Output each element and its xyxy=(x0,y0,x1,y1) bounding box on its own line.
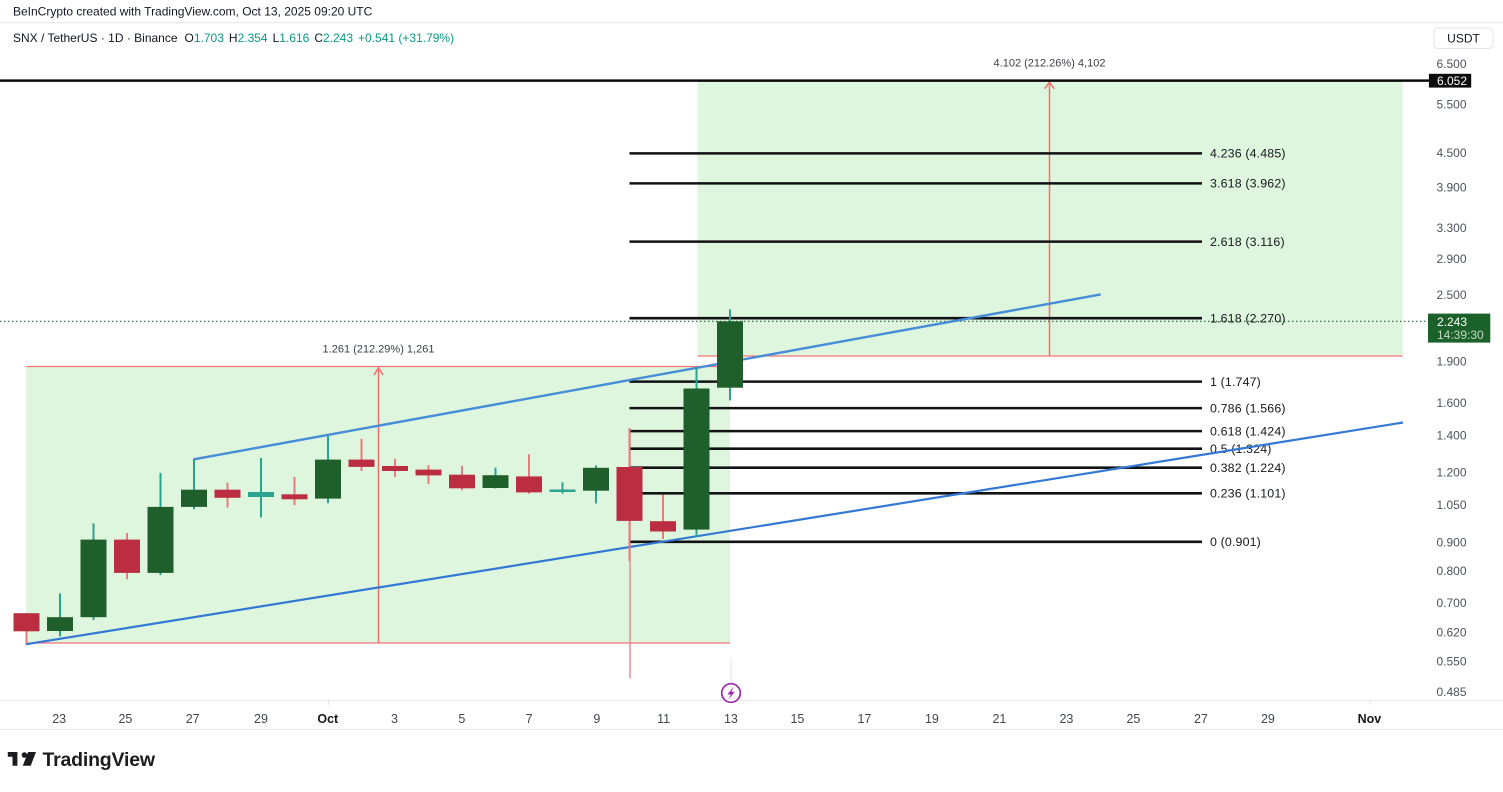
svg-text:0.236 (1.101): 0.236 (1.101) xyxy=(1210,487,1286,501)
svg-text:0.620: 0.620 xyxy=(1437,626,1467,640)
svg-text:2.900: 2.900 xyxy=(1437,252,1467,266)
svg-text:3.618 (3.962): 3.618 (3.962) xyxy=(1210,177,1286,191)
svg-text:0.618 (1.424): 0.618 (1.424) xyxy=(1210,424,1286,438)
svg-text:29: 29 xyxy=(1261,712,1275,726)
svg-text:19: 19 xyxy=(925,712,939,726)
svg-text:0.382 (1.224): 0.382 (1.224) xyxy=(1210,461,1286,475)
svg-text:0 (0.901): 0 (0.901) xyxy=(1210,535,1261,549)
svg-text:0.800: 0.800 xyxy=(1437,564,1467,578)
svg-text:2.500: 2.500 xyxy=(1437,288,1467,302)
svg-text:1.200: 1.200 xyxy=(1437,466,1467,480)
svg-text:27: 27 xyxy=(1194,712,1208,726)
svg-text:0.550: 0.550 xyxy=(1437,655,1467,669)
svg-text:0.700: 0.700 xyxy=(1437,596,1467,610)
svg-text:25: 25 xyxy=(1126,712,1140,726)
svg-text:TradingView: TradingView xyxy=(43,749,156,771)
svg-text:1.900: 1.900 xyxy=(1437,355,1467,369)
svg-text:BeInCrypto created with Tradin: BeInCrypto created with TradingView.com,… xyxy=(13,4,373,18)
svg-text:1.618 (2.270): 1.618 (2.270) xyxy=(1210,312,1286,326)
svg-text:13: 13 xyxy=(724,712,738,726)
svg-text:27: 27 xyxy=(186,712,200,726)
svg-text:6.052: 6.052 xyxy=(1437,74,1467,88)
svg-text:4.236 (4.485): 4.236 (4.485) xyxy=(1210,147,1286,161)
svg-text:23: 23 xyxy=(52,712,66,726)
svg-text:15: 15 xyxy=(790,712,804,726)
svg-text:5: 5 xyxy=(458,712,465,726)
svg-text:Nov: Nov xyxy=(1358,712,1382,726)
svg-text:17: 17 xyxy=(857,712,871,726)
svg-text:4.500: 4.500 xyxy=(1437,146,1467,160)
svg-text:21: 21 xyxy=(992,712,1006,726)
svg-text:7: 7 xyxy=(526,712,533,726)
svg-text:3: 3 xyxy=(391,712,398,726)
svg-text:1.400: 1.400 xyxy=(1437,428,1467,442)
svg-text:14:39:30: 14:39:30 xyxy=(1437,328,1484,342)
svg-text:9: 9 xyxy=(593,712,600,726)
svg-text:1 (1.747): 1 (1.747) xyxy=(1210,375,1261,389)
svg-text:USDT: USDT xyxy=(1447,32,1480,46)
svg-text:11: 11 xyxy=(657,712,670,726)
svg-text:0.900: 0.900 xyxy=(1437,535,1467,549)
svg-text:6.500: 6.500 xyxy=(1437,57,1467,71)
svg-text:1.050: 1.050 xyxy=(1437,498,1467,512)
svg-text:29: 29 xyxy=(254,712,268,726)
svg-text:3.300: 3.300 xyxy=(1437,221,1467,235)
svg-text:Oct: Oct xyxy=(317,712,339,726)
svg-text:1.600: 1.600 xyxy=(1437,396,1467,410)
svg-text:25: 25 xyxy=(118,712,132,726)
svg-text:3.900: 3.900 xyxy=(1437,180,1467,194)
svg-text:23: 23 xyxy=(1059,712,1073,726)
svg-text:0.485: 0.485 xyxy=(1437,685,1467,699)
svg-text:5.500: 5.500 xyxy=(1437,97,1467,111)
svg-text:4.102 (212.26%) 4,102: 4.102 (212.26%) 4,102 xyxy=(994,58,1106,70)
svg-text:2.618 (3.116): 2.618 (3.116) xyxy=(1210,235,1285,249)
svg-text:0.786 (1.566): 0.786 (1.566) xyxy=(1210,401,1286,415)
svg-text:2.243: 2.243 xyxy=(1437,315,1467,329)
svg-text:1.261 (212.29%) 1,261: 1.261 (212.29%) 1,261 xyxy=(323,344,435,356)
